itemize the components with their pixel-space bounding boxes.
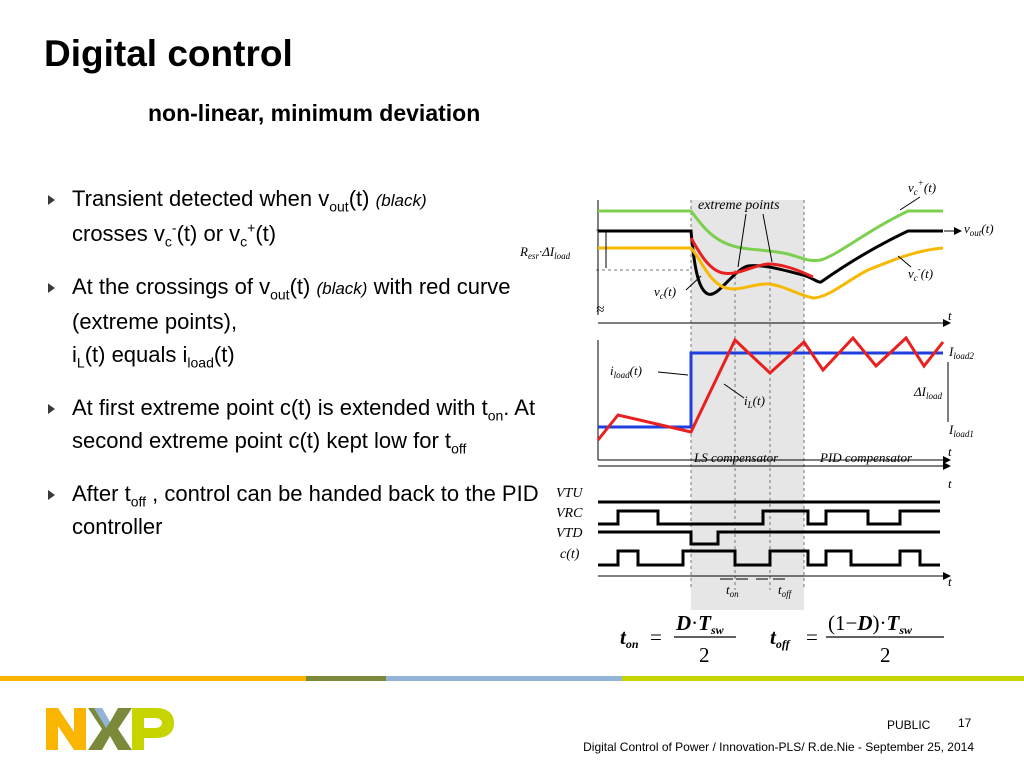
time-label: t <box>948 444 952 459</box>
bullet-arrow-icon <box>48 490 55 500</box>
iload-step <box>598 351 943 429</box>
pid-compensator-label: PID compensator <box>819 450 913 465</box>
ct-signal <box>598 549 940 567</box>
time-label: t <box>948 308 952 323</box>
approx-symbol: ≈ <box>596 302 604 318</box>
bullet-arrow-icon <box>48 283 55 293</box>
footer-text: Digital Control of Power / Innovation-PL… <box>583 740 974 754</box>
ls-compensator-label: LS compensator <box>693 450 779 465</box>
resr-label: Resr·ΔIload <box>519 244 571 261</box>
brand-stripe-green <box>622 676 1024 681</box>
vc-curve <box>689 237 814 279</box>
classification-label: PUBLIC <box>887 718 931 732</box>
pointer-line <box>899 196 921 211</box>
toff-label: toff <box>778 582 793 599</box>
il-waveform <box>596 335 945 441</box>
bullet-list: Transient detected when vout(t) (black) … <box>48 182 578 563</box>
pointer-line <box>685 275 702 291</box>
slide-subtitle: non-linear, minimum deviation <box>148 100 481 126</box>
toff-formula-numerator: (1−D)·Tsw <box>828 611 913 637</box>
vout-curve <box>598 229 943 296</box>
page-number: 17 <box>958 716 972 730</box>
time-label: t <box>948 574 952 589</box>
vtd-signal <box>598 530 940 546</box>
equals-sign: = <box>806 625 818 649</box>
ton-formula-lhs: ton <box>620 625 639 651</box>
bullet-2: At the crossings of vout(t) (black) with… <box>48 270 578 371</box>
ton-label: ton <box>726 582 739 599</box>
delta-iload-label: ΔIload <box>913 384 942 401</box>
pointer-line <box>897 255 912 268</box>
arrow-icon <box>943 319 951 327</box>
ct-label: c(t) <box>560 547 580 562</box>
ton-formula-numerator: D·Tsw <box>675 611 725 637</box>
arrow-icon <box>954 227 962 235</box>
bullet-arrow-icon <box>48 404 55 414</box>
bullet-4: After toff , control can be handed back … <box>48 477 562 543</box>
pointer-line <box>657 371 689 376</box>
brand-stripe-olive <box>306 676 386 681</box>
arrow-icon <box>943 572 951 580</box>
toff-formula-denominator: 2 <box>880 643 891 667</box>
toff-formula-lhs: toff <box>770 625 791 651</box>
vc-plus-label: vc+(t) <box>908 178 936 197</box>
vrc-signal <box>598 509 940 526</box>
bullet-arrow-icon <box>48 195 55 205</box>
vtd-label: VTD <box>556 526 582 541</box>
brand-stripe-yellow <box>0 676 306 681</box>
arrow-icon <box>943 462 951 470</box>
pointer-line <box>737 213 747 268</box>
vc-label: vc(t) <box>654 284 676 301</box>
bullet-3: At first extreme point c(t) is extended … <box>48 391 562 457</box>
vtu-label: VTU <box>556 486 583 501</box>
slide-title: Digital control <box>44 33 293 74</box>
extreme-points-label: extreme points <box>698 198 780 213</box>
vrc-label: VRC <box>556 506 583 521</box>
il-label: iL(t) <box>744 393 765 410</box>
iload-label: iload(t) <box>610 363 642 380</box>
arrow-icon <box>943 456 951 464</box>
brand-stripe-blue <box>386 676 622 681</box>
formula-block: ton = D·Tsw 2 toff = (1−D)·Tsw 2 <box>620 611 944 667</box>
pointer-line <box>723 383 745 399</box>
iload1-label: Iload1 <box>948 422 974 439</box>
time-label: t <box>948 476 952 491</box>
transient-diagram: extreme points vc+(t) vout(t) Resr·ΔIloa… <box>519 178 994 610</box>
iload2-label: Iload2 <box>948 344 974 361</box>
nxp-logo <box>46 708 174 750</box>
vc-plus-curve <box>598 209 943 262</box>
ton-formula-denominator: 2 <box>699 643 710 667</box>
vc-minus-curve <box>598 246 944 300</box>
vout-label: vout(t) <box>964 221 994 238</box>
pointer-line <box>762 213 773 263</box>
bullet-1: Transient detected when vout(t) (black) … <box>48 182 578 250</box>
equals-sign: = <box>650 625 662 649</box>
vc-minus-label: vc-(t) <box>908 264 933 283</box>
